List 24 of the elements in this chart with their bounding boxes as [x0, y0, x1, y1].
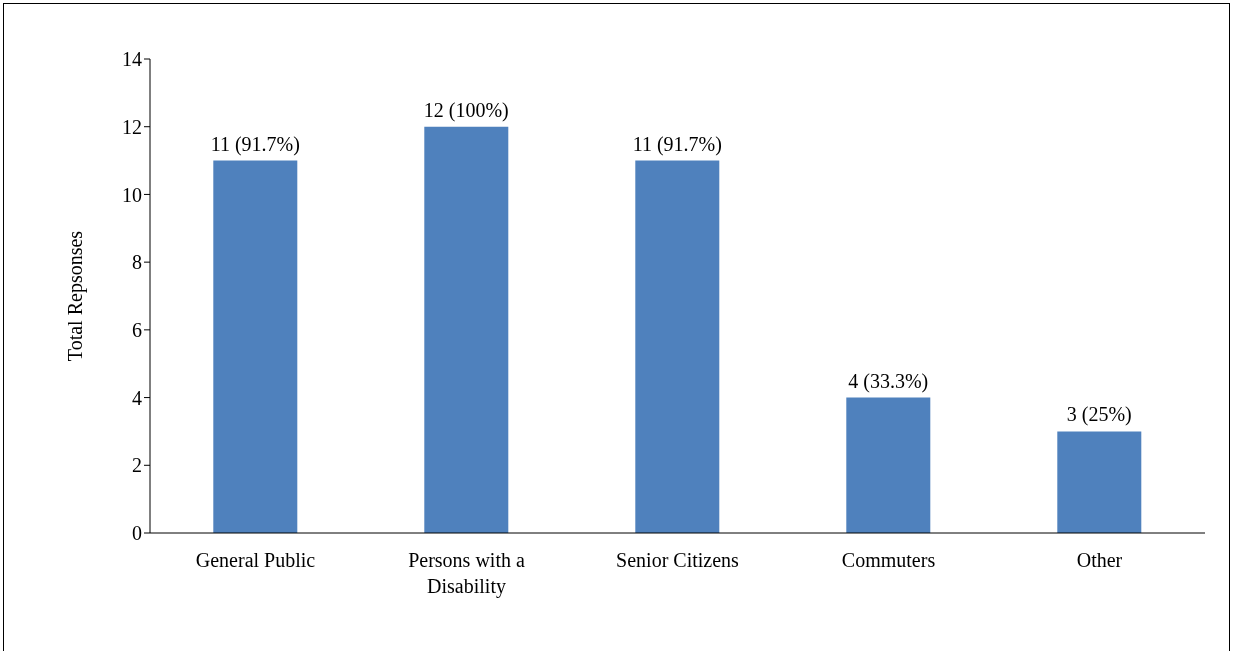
bar [424, 126, 509, 533]
y-tick-label: 4 [132, 386, 142, 409]
data-label: 11 (91.7%) [210, 132, 300, 156]
bar [846, 397, 931, 533]
x-tick-label: Senior Citizens [616, 549, 740, 571]
data-label: 3 (25%) [1066, 403, 1132, 427]
data-label: 4 (33.3%) [848, 369, 929, 393]
x-tick-label: Other [1076, 549, 1123, 571]
x-tick-label: Commuters [841, 549, 936, 571]
x-tick-label: Persons with a Disability [408, 549, 525, 598]
y-tick-label: 6 [132, 318, 142, 341]
bar [1057, 431, 1142, 533]
bar [635, 160, 720, 533]
y-tick-label: 0 [132, 522, 142, 545]
data-label: 11 (91.7%) [632, 132, 722, 156]
y-tick-label: 14 [122, 48, 142, 71]
x-tick-label: General Public [195, 549, 316, 571]
y-tick-label: 2 [132, 454, 142, 477]
y-tick-label: 8 [132, 251, 142, 274]
y-tick-label: 10 [122, 183, 142, 206]
data-label: 12 (100%) [423, 98, 509, 122]
y-tick-label: 12 [122, 115, 142, 138]
bar [213, 160, 298, 533]
y-axis-title: Total Repsonses [64, 230, 88, 362]
